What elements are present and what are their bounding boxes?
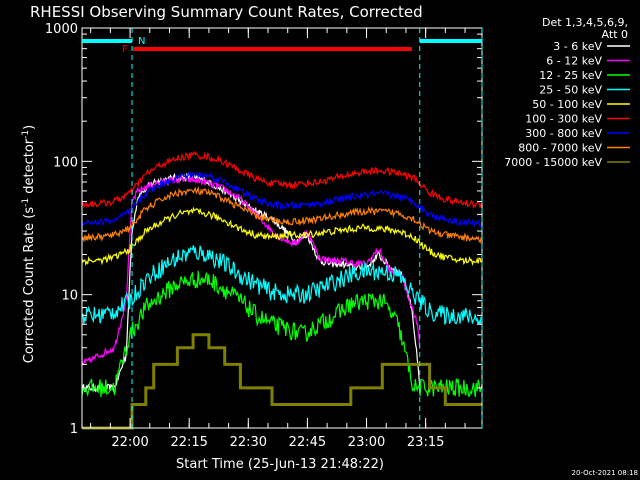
y-label-exp1: -1: [21, 198, 31, 207]
timestamp: 20-Oct-2021 08:18: [572, 469, 638, 477]
x-tick-label-5: 23:15: [407, 435, 444, 450]
chart-title: RHESSI Observing Summary Count Rates, Co…: [30, 3, 423, 21]
x-tick-label-1: 22:15: [170, 435, 207, 450]
series-line-8: [82, 335, 482, 428]
y-tick-label-1: 10: [61, 289, 78, 304]
legend-label-8: 7000 - 15000 keV: [504, 156, 602, 169]
x-tick-label-2: 22:30: [230, 435, 267, 450]
x-tick-label-0: 22:00: [111, 435, 148, 450]
legend-label-1: 6 - 12 keV: [546, 55, 602, 68]
legend-label-0: 3 - 6 keV: [553, 40, 602, 53]
y-label-close: ): [22, 125, 37, 130]
y-label-suffix: detector: [22, 138, 37, 198]
x-axis-label: Start Time (25-Jun-13 21:48:22): [176, 457, 384, 472]
legend-label-3: 25 - 50 keV: [539, 84, 602, 97]
series-line-5: [82, 152, 482, 208]
night-label: N: [138, 36, 145, 47]
y-tick-label-0: 1: [70, 422, 78, 437]
y-axis-label: Corrected Count Rate (s-1 detector-1): [21, 125, 37, 363]
plot-area: 1 10 100 1000 22:00 22:15 22:30 22:45 23:00 23:15…: [45, 22, 482, 450]
legend-label-4: 50 - 100 keV: [532, 98, 602, 111]
series-line-4: [82, 208, 482, 264]
y-label-exp2: -1: [21, 130, 31, 139]
legend-label-6: 300 - 800 keV: [525, 127, 602, 140]
plot-svg: RHESSI Observing Summary Count Rates, Co…: [0, 0, 640, 480]
chart-root: RHESSI Observing Summary Count Rates, Co…: [0, 0, 640, 480]
svg-text:Corrected Count Rate (s-1 dete: Corrected Count Rate (s-1 detector-1): [21, 125, 37, 363]
legend-label-2: 12 - 25 keV: [539, 69, 602, 82]
y-label-prefix: Corrected Count Rate (s: [22, 207, 37, 364]
series-line-2: [82, 271, 482, 397]
legend-title-1: Att 0: [602, 28, 628, 41]
legend-label-7: 800 - 7000 keV: [518, 142, 602, 155]
y-tick-label-3: 1000: [45, 22, 78, 37]
y-tick-label-2: 100: [53, 155, 78, 170]
flare-label: F: [122, 44, 128, 55]
x-tick-label-4: 23:00: [348, 435, 385, 450]
x-tick-label-3: 22:45: [289, 435, 326, 450]
legend-label-5: 100 - 300 keV: [525, 113, 602, 126]
